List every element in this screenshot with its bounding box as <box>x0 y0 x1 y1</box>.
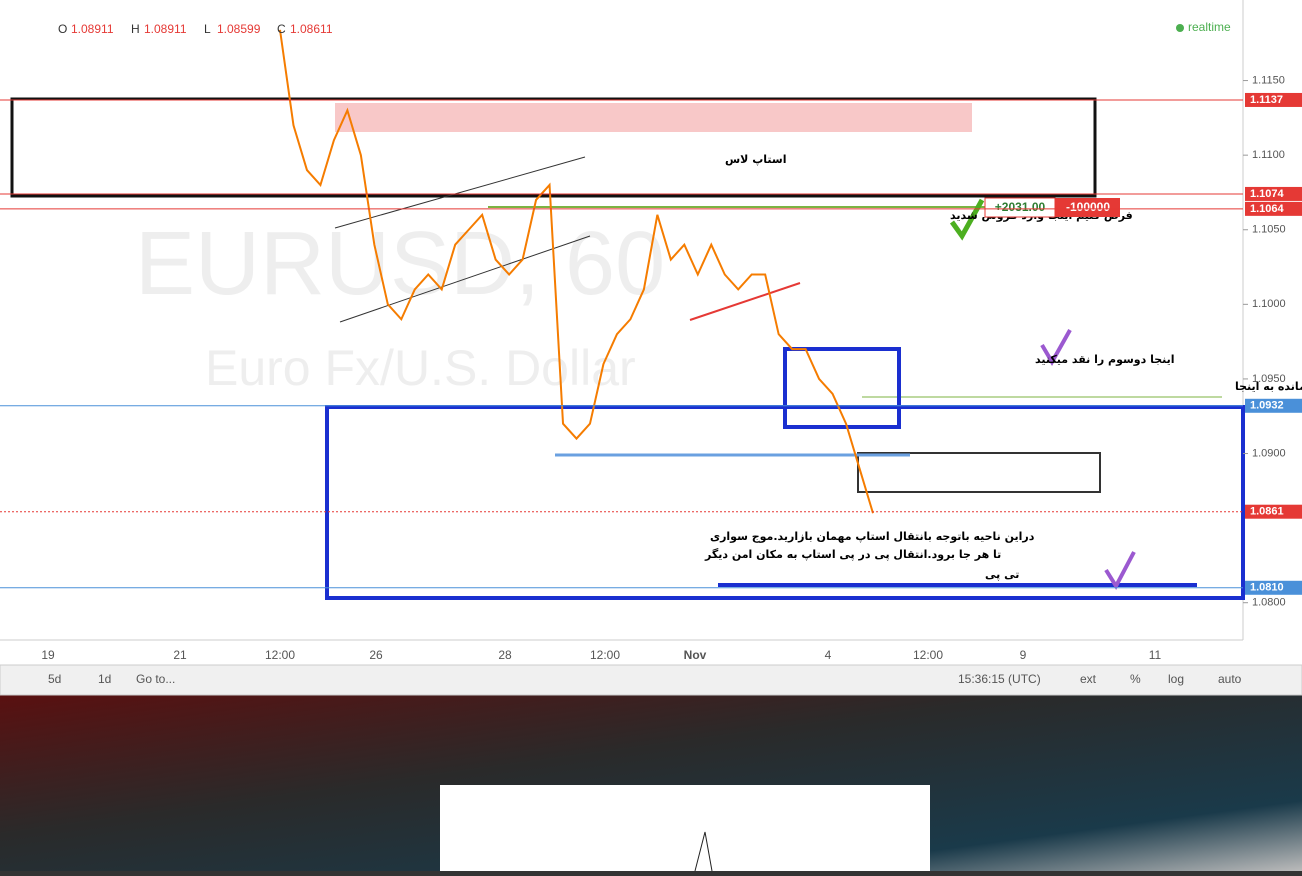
y-tick-label: 1.0900 <box>1252 447 1286 459</box>
status-dot <box>1176 24 1184 32</box>
status: realtime <box>1188 20 1231 34</box>
check-mark <box>1040 329 1072 367</box>
ohlc-key: O <box>58 22 67 36</box>
y-tick-label: 1.1150 <box>1252 74 1285 86</box>
channel-line <box>334 156 586 229</box>
qty: -100000 <box>1066 200 1110 214</box>
price-tag <box>1245 201 1302 216</box>
exit-box <box>783 347 901 429</box>
check-mark <box>1104 551 1136 591</box>
y-tick-label: 1.1050 <box>1252 224 1286 236</box>
price-tag-label: 1.0861 <box>1250 506 1284 518</box>
annotation: انتقال استاپ ۱/۳ باقیمانده به اینجا <box>1235 380 1302 393</box>
annotation: دراین ناحیه باتوجه بانتقال استاپ مهمان ب… <box>710 530 1035 544</box>
x-tick-label: 4 <box>825 648 832 662</box>
price-tag <box>1245 398 1302 413</box>
option-button[interactable]: log <box>1168 672 1184 686</box>
price-tag <box>1245 580 1302 595</box>
pnl: +2031.00 <box>995 200 1046 214</box>
x-tick-label: 12:00 <box>590 648 620 662</box>
price-tag <box>1245 186 1302 201</box>
ohlc-value: 1.08599 <box>217 22 261 36</box>
x-tick-label: 26 <box>369 648 383 662</box>
x-tick-label: 11 <box>1149 648 1162 662</box>
watermark-symbol: EURUSD, 60 <box>135 214 665 314</box>
stop-zone <box>335 103 972 132</box>
ohlc-key: L <box>204 22 211 36</box>
clock: 15:36:15 (UTC) <box>958 672 1041 686</box>
x-tick-label: 28 <box>498 648 512 662</box>
price-tag-label: 1.1064 <box>1250 203 1285 215</box>
ohlc-value: 1.08911 <box>144 22 187 36</box>
price-tag-label: 1.1137 <box>1250 94 1283 106</box>
target-box <box>857 452 1101 493</box>
annotation: اینجا دوسوم را نقد میکنید <box>1035 353 1175 366</box>
y-tick-label: 1.1100 <box>1252 149 1285 161</box>
annotation: تا هر جا برود.انتقال پی در پی استاپ به م… <box>704 548 1001 561</box>
price-tag-label: 1.0932 <box>1250 400 1284 412</box>
trend-line <box>689 282 801 321</box>
watermark-description: Euro Fx/U.S. Dollar <box>205 340 636 396</box>
inset-shape <box>694 831 713 872</box>
x-tick-label: 19 <box>41 648 55 662</box>
x-tick-label: 9 <box>1020 648 1027 662</box>
annotation: تی پی <box>985 568 1019 581</box>
price-tag-label: 1.0810 <box>1250 582 1284 594</box>
price-line <box>279 29 874 514</box>
ohlc-key: H <box>131 22 140 36</box>
price-tag <box>1245 504 1302 519</box>
inset-window <box>440 785 930 871</box>
check-mark <box>949 198 985 241</box>
goto-button[interactable]: Go to... <box>136 672 175 686</box>
x-tick-label: 12:00 <box>913 648 943 662</box>
range-button[interactable]: 5d <box>48 672 61 686</box>
channel-line <box>339 235 591 323</box>
range-button[interactable]: 1d <box>98 672 111 686</box>
x-tick-label: 21 <box>173 648 187 662</box>
annotation: استاپ لاس <box>725 153 786 166</box>
price-chart <box>279 29 874 514</box>
price-tag <box>1245 92 1302 107</box>
y-tick-label: 1.1000 <box>1252 298 1286 310</box>
ohlc-key: C <box>277 22 286 36</box>
y-tick-label: 1.0950 <box>1252 373 1286 385</box>
option-button[interactable]: ext <box>1080 672 1097 686</box>
ohlc-value: 1.08911 <box>71 22 114 36</box>
option-button[interactable]: auto <box>1218 672 1242 686</box>
x-tick-label: Nov <box>684 648 707 662</box>
ohlc-value: 1.08611 <box>290 22 333 36</box>
resistance-box <box>10 97 1097 198</box>
toolbar <box>0 664 1302 696</box>
price-tag-label: 1.1074 <box>1250 188 1285 200</box>
qty-box[interactable] <box>1055 198 1120 217</box>
x-tick-label: 12:00 <box>265 648 295 662</box>
y-tick-label: 1.0800 <box>1252 597 1286 609</box>
option-button[interactable]: % <box>1130 672 1141 686</box>
